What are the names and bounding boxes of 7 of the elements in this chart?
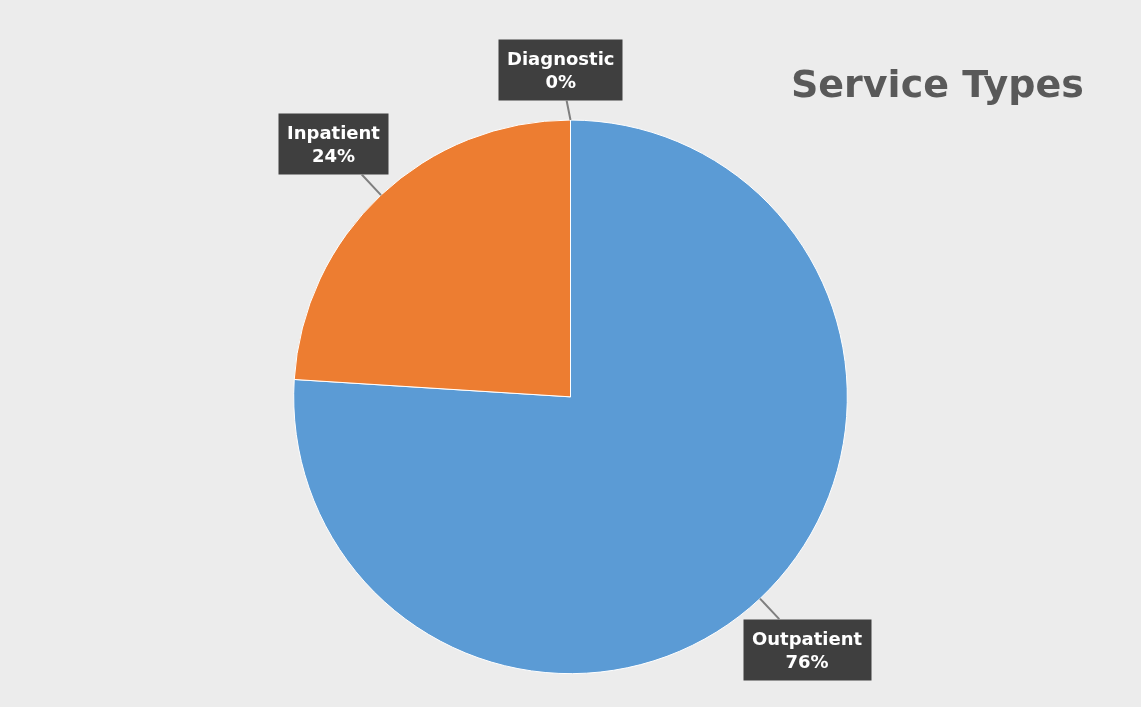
slice-label: Inpatient xyxy=(287,122,381,143)
category-label: Diagnostic xyxy=(507,48,615,69)
data-label: 76% xyxy=(785,651,829,673)
text: 0% xyxy=(545,71,577,93)
data-label: 24% xyxy=(311,145,356,167)
slice-label: Outpatient xyxy=(752,628,863,649)
chart-title: Service Types xyxy=(790,62,1084,107)
